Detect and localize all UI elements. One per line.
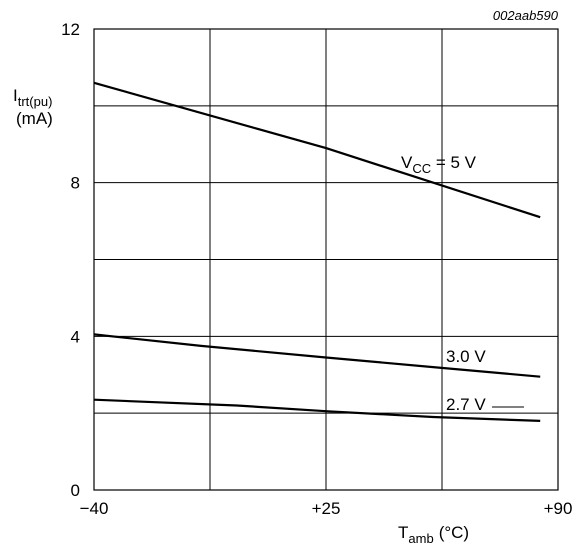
y-tick-label-0: 0 (71, 481, 80, 500)
x-axis-label-unit: (°C) (439, 523, 469, 542)
annotation-vcc-main: V (401, 153, 413, 172)
grid-lines (93, 28, 559, 491)
x-tick-label-1: +25 (312, 499, 341, 518)
x-tick-label-2: +90 (544, 499, 573, 518)
annotation-vcc-5v: VCC = 5 V (401, 153, 477, 176)
x-tick-label-0: −40 (80, 499, 109, 518)
y-tick-label-1: 4 (71, 327, 80, 346)
x-axis-label-sub: amb (408, 531, 433, 546)
tick-labels: 0 4 8 12 −40 +25 +90 (61, 20, 572, 518)
y-axis-unit: (mA) (16, 109, 53, 128)
plot-frame (93, 28, 559, 491)
y-axis-label-main: I (13, 86, 18, 105)
y-axis-label: Itrt(pu) (13, 86, 52, 109)
x-axis-label: Tamb (°C) (398, 523, 469, 546)
series-line-2v7 (93, 398, 541, 422)
series-group (93, 81, 541, 422)
y-tick-label-2: 8 (71, 174, 80, 193)
series-line-3v0 (93, 333, 541, 378)
series-line-vcc-5v (93, 81, 541, 219)
y-axis-label-sub: trt(pu) (18, 94, 53, 109)
annotation-2v7: 2.7 V (446, 395, 486, 414)
x-axis-label-main: T (398, 523, 408, 542)
annotation-vcc-sub: CC (412, 161, 431, 176)
y-tick-label-3: 12 (61, 20, 80, 39)
annotation-3v0: 3.0 V (446, 347, 486, 366)
annotation-vcc-rest: = 5 V (431, 153, 477, 172)
figure-code: 002aab590 (493, 8, 559, 23)
